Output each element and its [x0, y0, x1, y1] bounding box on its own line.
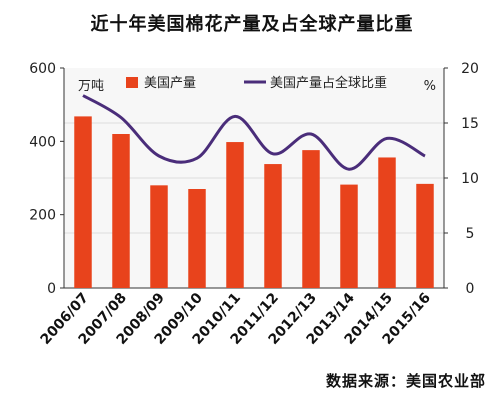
bar [340, 184, 358, 288]
series-line [82, 94, 426, 171]
y-tick-label-right: 0 [466, 281, 475, 297]
y-tick-label-left: 0 [47, 281, 56, 297]
y-tick-label-left: 200 [29, 208, 56, 224]
chart-title: 近十年美国棉花产量及占全球产量比重 [90, 14, 414, 35]
bar [188, 189, 206, 288]
bar [74, 116, 92, 289]
bar [264, 164, 282, 288]
bar [302, 150, 320, 288]
legend-bar-swatch [126, 77, 138, 88]
bar [378, 157, 396, 288]
bar [226, 142, 244, 288]
y-tick-label-left: 400 [29, 134, 56, 150]
y-tick-label-right: 15 [461, 116, 479, 132]
bar [112, 134, 130, 288]
y-tick-label-right: 20 [461, 61, 479, 77]
bar [416, 183, 434, 288]
source-note: 数据来源：美国农业部 [325, 372, 486, 390]
y-unit-left: 万吨 [78, 79, 104, 94]
legend-bar-label: 美国产量 [144, 76, 196, 91]
y-unit-right: % [424, 79, 436, 94]
bar [150, 185, 168, 288]
y-tick-label-right: 10 [461, 171, 479, 187]
legend-line-label: 美国产量占全球比重 [270, 75, 387, 91]
y-tick-label-right: 5 [466, 226, 475, 242]
y-tick-label-left: 600 [29, 61, 56, 77]
